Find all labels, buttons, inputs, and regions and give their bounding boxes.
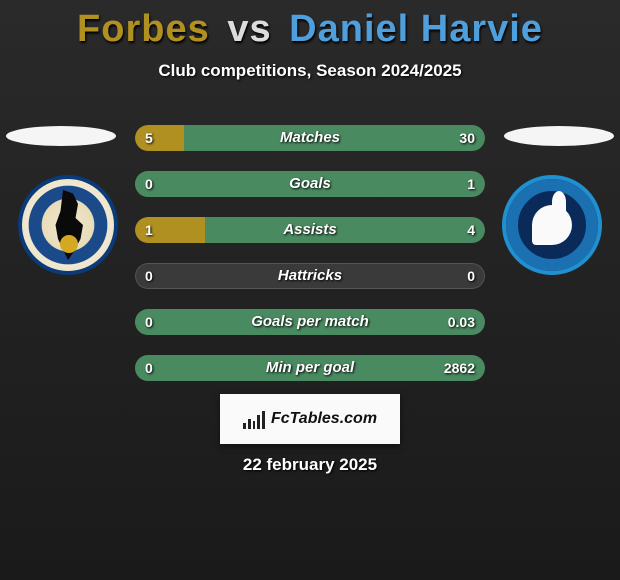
stat-row-hattricks: 0 Hattricks 0 [135, 263, 485, 289]
badge-swan-icon [532, 205, 572, 245]
player2-name: Daniel Harvie [289, 8, 543, 50]
date-label: 22 february 2025 [0, 455, 620, 475]
stat-label: Goals per match [135, 309, 485, 335]
brand-text: FcTables.com [271, 410, 377, 428]
team-badge-bristol-rovers [18, 175, 118, 275]
player2-avatar-placeholder [504, 126, 614, 146]
stat-value-right: 0.03 [448, 309, 475, 335]
stat-value-right: 4 [467, 217, 475, 243]
comparison-infographic: Forbes vs Daniel Harvie Club competition… [0, 0, 620, 580]
stat-label: Assists [135, 217, 485, 243]
badge-ball-icon [60, 235, 78, 253]
stat-row-goals: 0 Goals 1 [135, 171, 485, 197]
player1-name: Forbes [77, 8, 210, 50]
stat-value-right: 0 [467, 263, 475, 289]
stats-bars: 5 Matches 30 0 Goals 1 1 Assists 4 0 Hat… [135, 125, 485, 401]
stat-value-right: 1 [467, 171, 475, 197]
stat-value-right: 30 [459, 125, 475, 151]
team-badge-wycombe [502, 175, 602, 275]
stat-row-goals-per-match: 0 Goals per match 0.03 [135, 309, 485, 335]
vs-label: vs [227, 8, 271, 50]
stat-row-min-per-goal: 0 Min per goal 2862 [135, 355, 485, 381]
stat-label: Hattricks [135, 263, 485, 289]
player1-avatar-placeholder [6, 126, 116, 146]
stat-row-assists: 1 Assists 4 [135, 217, 485, 243]
brand-box: FcTables.com [220, 394, 400, 444]
subtitle: Club competitions, Season 2024/2025 [0, 61, 620, 81]
stat-label: Goals [135, 171, 485, 197]
brand-chart-icon [243, 409, 265, 429]
stat-label: Min per goal [135, 355, 485, 381]
stat-row-matches: 5 Matches 30 [135, 125, 485, 151]
stat-value-right: 2862 [444, 355, 475, 381]
page-title: Forbes vs Daniel Harvie [0, 0, 620, 51]
stat-label: Matches [135, 125, 485, 151]
